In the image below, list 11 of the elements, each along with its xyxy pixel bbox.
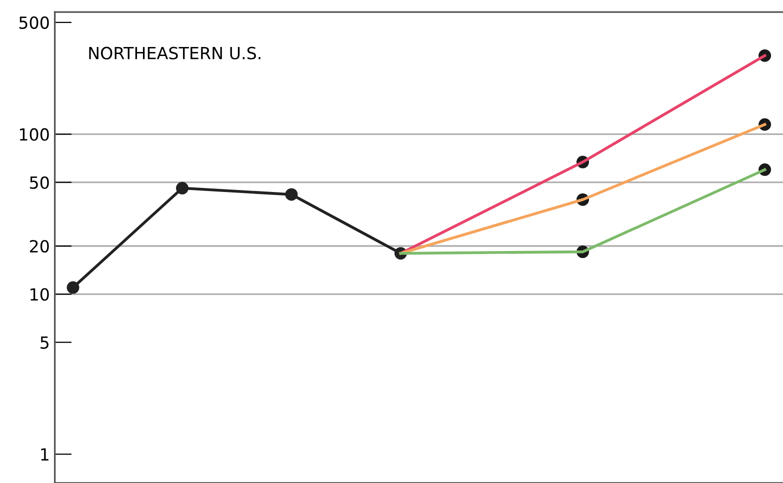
point (176, 182, 188, 194)
y-tick-label: 5 (40, 336, 48, 349)
point (285, 188, 298, 201)
y-tick-label: 50 (30, 176, 49, 189)
y-tick-label: 100 (20, 128, 49, 141)
y-tick-label: 500 (19, 16, 49, 29)
point (66, 281, 80, 294)
y-tick-label: 20 (30, 240, 49, 253)
y-tick-label: 1 (41, 448, 48, 460)
y-tick-label: 10 (30, 288, 49, 301)
text: NORTHEASTERN U.S. (89, 46, 260, 60)
